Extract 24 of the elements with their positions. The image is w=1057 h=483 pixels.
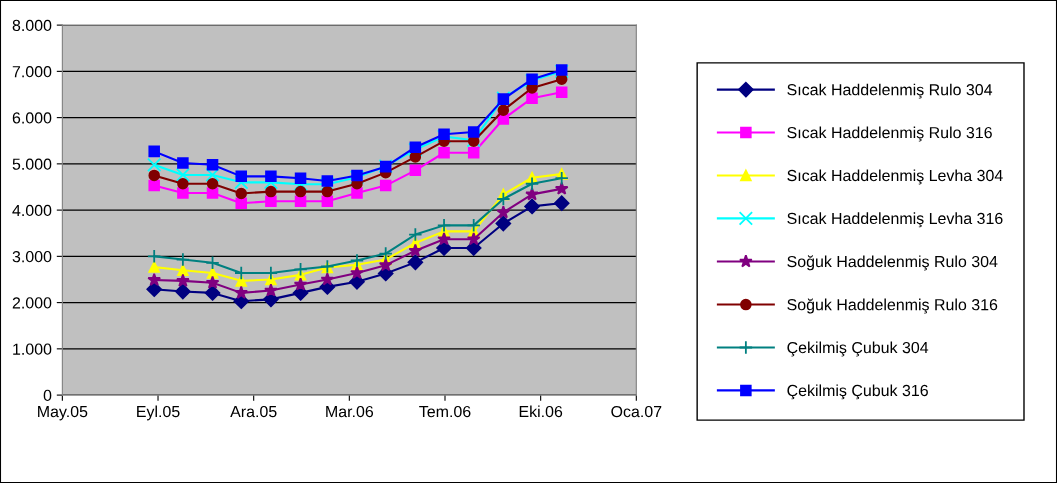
- y-tick-label: 0: [43, 389, 52, 402]
- legend-label: Sıcak Haddelenmiş Levha 316: [787, 212, 1003, 228]
- legend-label: Sıcak Haddelenmiş Rulo 304: [787, 83, 993, 99]
- y-tick-label: 4.000: [12, 204, 52, 217]
- legend-label: Çekilmiş Çubuk 304: [787, 341, 929, 357]
- y-tick-label: 5.000: [12, 158, 52, 170]
- legend-label: Çekilmiş Çubuk 316: [787, 384, 928, 400]
- y-tick-label: 6.000: [12, 112, 52, 124]
- y-tick-label: 2.000: [12, 297, 52, 309]
- legend-label: Soğuk Haddelenmiş Rulo 304: [787, 255, 998, 271]
- y-tick-label: 8.000: [12, 19, 52, 32]
- x-tick-label: May.05: [38, 405, 88, 421]
- y-tick-label: 3.000: [12, 250, 52, 263]
- legend-label: Sıcak Haddelenmiş Rulo 316: [787, 126, 992, 142]
- x-tick-label: Mar.06: [326, 405, 374, 418]
- x-tick-label: Ara.05: [230, 405, 277, 418]
- x-tick-label: Tem.06: [419, 405, 471, 418]
- legend-label: Sıcak Haddelenmiş Levha 304: [787, 169, 1003, 185]
- x-tick-label: Oca.07: [611, 405, 662, 418]
- y-tick-label: 7.000: [12, 66, 52, 78]
- x-tick-label: Eyl.05: [137, 405, 180, 421]
- legend-label: Soğuk Haddelenmiş Rulo 316: [787, 298, 998, 314]
- x-tick-label: Eki.06: [519, 405, 563, 418]
- y-tick-label: 1.000: [13, 343, 52, 355]
